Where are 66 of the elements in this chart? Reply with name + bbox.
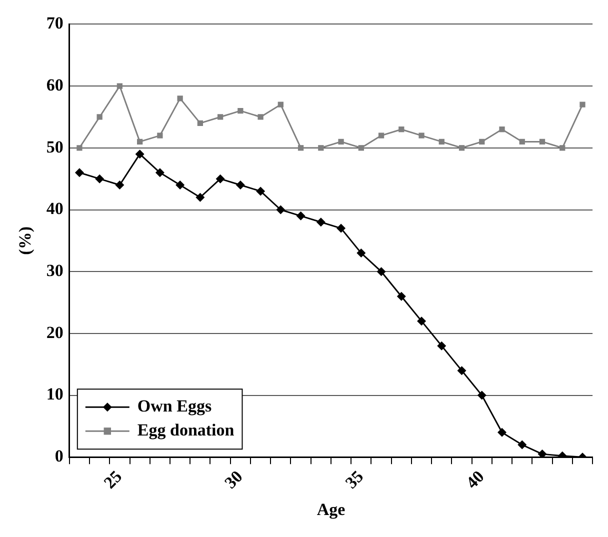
point [336, 224, 346, 233]
y-tick-label: 60 [46, 75, 64, 94]
point [296, 211, 306, 220]
point [538, 450, 547, 458]
point [95, 174, 104, 184]
point [498, 428, 507, 437]
point [177, 96, 183, 102]
legend-label: Egg donation [137, 420, 235, 440]
y-tick-label: 70 [46, 14, 64, 33]
y-tick-label: 20 [46, 322, 64, 342]
x-tick-label: 25 [100, 466, 126, 492]
point [378, 132, 384, 138]
point [217, 114, 224, 120]
point [437, 341, 446, 350]
point [238, 108, 244, 114]
point [258, 114, 264, 120]
point [278, 102, 284, 108]
point [216, 174, 225, 184]
point [518, 440, 527, 450]
legend-label: Own Eggs [137, 396, 212, 416]
y-tick-label: 10 [46, 384, 64, 404]
point [176, 180, 185, 190]
point [499, 126, 505, 132]
point [398, 126, 404, 132]
point [256, 186, 266, 196]
point [457, 366, 466, 376]
point [418, 132, 424, 138]
x-tick-label: 35 [342, 466, 368, 492]
point [539, 138, 546, 145]
x-tick-label: 40 [462, 466, 488, 492]
point [318, 145, 324, 151]
x-axis-title: Age [316, 500, 346, 520]
point [316, 218, 326, 227]
point [396, 292, 406, 301]
point [115, 180, 124, 190]
point [458, 145, 465, 151]
point [136, 138, 143, 145]
y-tick-label: 0 [54, 446, 64, 466]
y-axis-title: (%) [16, 226, 35, 255]
point [417, 316, 426, 326]
point [358, 145, 364, 151]
point [74, 168, 84, 178]
point [580, 102, 586, 108]
y-tick-label: 30 [46, 260, 64, 280]
point [135, 150, 144, 159]
point [116, 83, 123, 89]
point [298, 145, 304, 151]
point [197, 120, 204, 126]
point [356, 248, 366, 258]
point [276, 205, 286, 214]
y-tick-label: 40 [46, 199, 64, 218]
point [477, 390, 486, 400]
point [76, 145, 82, 151]
point [519, 138, 525, 145]
point [157, 132, 163, 138]
point [560, 145, 566, 151]
point [155, 168, 164, 178]
y-tick-label: 50 [46, 137, 64, 156]
point [96, 114, 102, 120]
point [479, 138, 485, 145]
point [376, 267, 386, 276]
point [236, 180, 245, 190]
point [438, 138, 444, 145]
point [196, 192, 205, 202]
x-tick-label: 30 [220, 466, 246, 492]
point [338, 138, 344, 145]
